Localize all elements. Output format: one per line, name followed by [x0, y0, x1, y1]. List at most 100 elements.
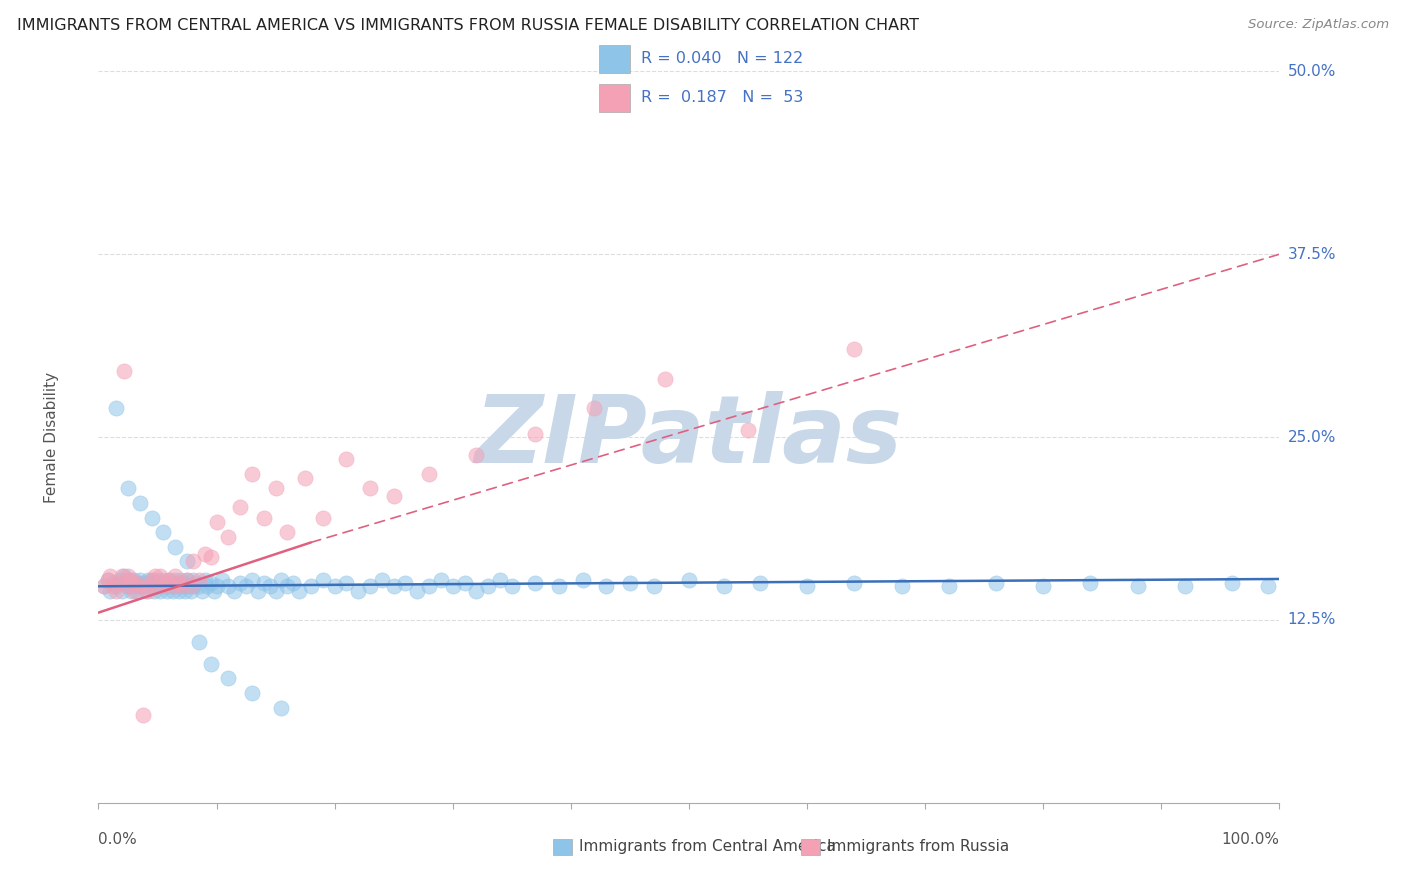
Point [170, 574, 193, 588]
Point [152, 574, 174, 588]
Point [97, 574, 120, 588]
Point [548, 579, 571, 593]
Text: Female Disability: Female Disability [44, 371, 59, 503]
Point [111, 583, 134, 598]
Point [713, 579, 735, 593]
Point [141, 510, 163, 524]
Text: 0.0%: 0.0% [98, 832, 138, 847]
Point [121, 583, 143, 598]
Point [128, 496, 150, 510]
Point [157, 574, 180, 588]
Text: R =  0.187   N =  53: R = 0.187 N = 53 [641, 89, 803, 104]
Point [156, 576, 179, 591]
Point [418, 467, 440, 481]
Point [288, 583, 311, 598]
Point [128, 579, 150, 593]
Point [121, 574, 143, 588]
Point [170, 579, 193, 593]
Point [173, 583, 195, 598]
Point [270, 700, 292, 714]
Point [270, 574, 292, 588]
Point [737, 423, 759, 437]
Text: Immigrants from Central America: Immigrants from Central America [579, 839, 837, 855]
Point [217, 530, 239, 544]
Point [1174, 579, 1197, 593]
Point [465, 583, 488, 598]
Point [200, 576, 222, 591]
Point [181, 579, 204, 593]
Point [181, 574, 204, 588]
Text: 100.0%: 100.0% [1222, 832, 1279, 847]
Point [176, 554, 198, 568]
Point [1032, 579, 1054, 593]
Point [1257, 579, 1279, 593]
Point [117, 574, 139, 588]
Point [335, 452, 357, 467]
Point [465, 448, 488, 462]
Point [176, 574, 198, 588]
Point [312, 510, 335, 524]
Point [136, 574, 159, 588]
Text: 37.5%: 37.5% [1288, 247, 1336, 261]
Text: R = 0.040   N = 122: R = 0.040 N = 122 [641, 52, 803, 67]
Point [135, 579, 157, 593]
Point [167, 576, 190, 591]
Point [105, 401, 128, 415]
Point [501, 579, 523, 593]
Point [240, 574, 263, 588]
Point [165, 569, 187, 583]
Point [138, 576, 160, 591]
Point [112, 569, 135, 583]
Point [347, 583, 370, 598]
Point [235, 579, 257, 593]
Point [143, 569, 166, 583]
Point [240, 467, 263, 481]
Point [135, 579, 157, 593]
Point [101, 579, 124, 593]
Point [643, 579, 665, 593]
Point [180, 583, 202, 598]
Point [176, 574, 198, 588]
Point [595, 579, 617, 593]
Point [359, 579, 381, 593]
Point [194, 574, 217, 588]
Point [654, 371, 676, 385]
Point [176, 579, 198, 593]
Point [441, 579, 464, 593]
Point [150, 576, 173, 591]
Point [117, 579, 139, 593]
Point [477, 579, 499, 593]
Point [253, 510, 276, 524]
Point [122, 583, 145, 598]
Point [149, 583, 172, 598]
Point [796, 579, 818, 593]
Point [253, 576, 276, 591]
Point [165, 579, 187, 593]
Point [141, 579, 163, 593]
Point [128, 574, 150, 588]
Point [276, 525, 298, 540]
Text: 50.0%: 50.0% [1288, 64, 1336, 78]
Point [524, 576, 547, 591]
Point [246, 583, 269, 598]
Point [172, 576, 194, 591]
Point [97, 574, 120, 588]
Point [489, 574, 512, 588]
Point [283, 576, 305, 591]
Point [394, 576, 416, 591]
Point [211, 574, 233, 588]
Point [108, 576, 131, 591]
Point [229, 500, 252, 515]
Point [276, 579, 298, 593]
Point [335, 576, 357, 591]
Point [259, 579, 281, 593]
Point [200, 657, 222, 671]
Point [323, 579, 346, 593]
Point [1220, 576, 1243, 591]
Point [112, 576, 135, 591]
Point [98, 569, 121, 583]
Point [160, 576, 183, 591]
Point [430, 574, 453, 588]
Point [229, 576, 252, 591]
Point [135, 583, 157, 598]
